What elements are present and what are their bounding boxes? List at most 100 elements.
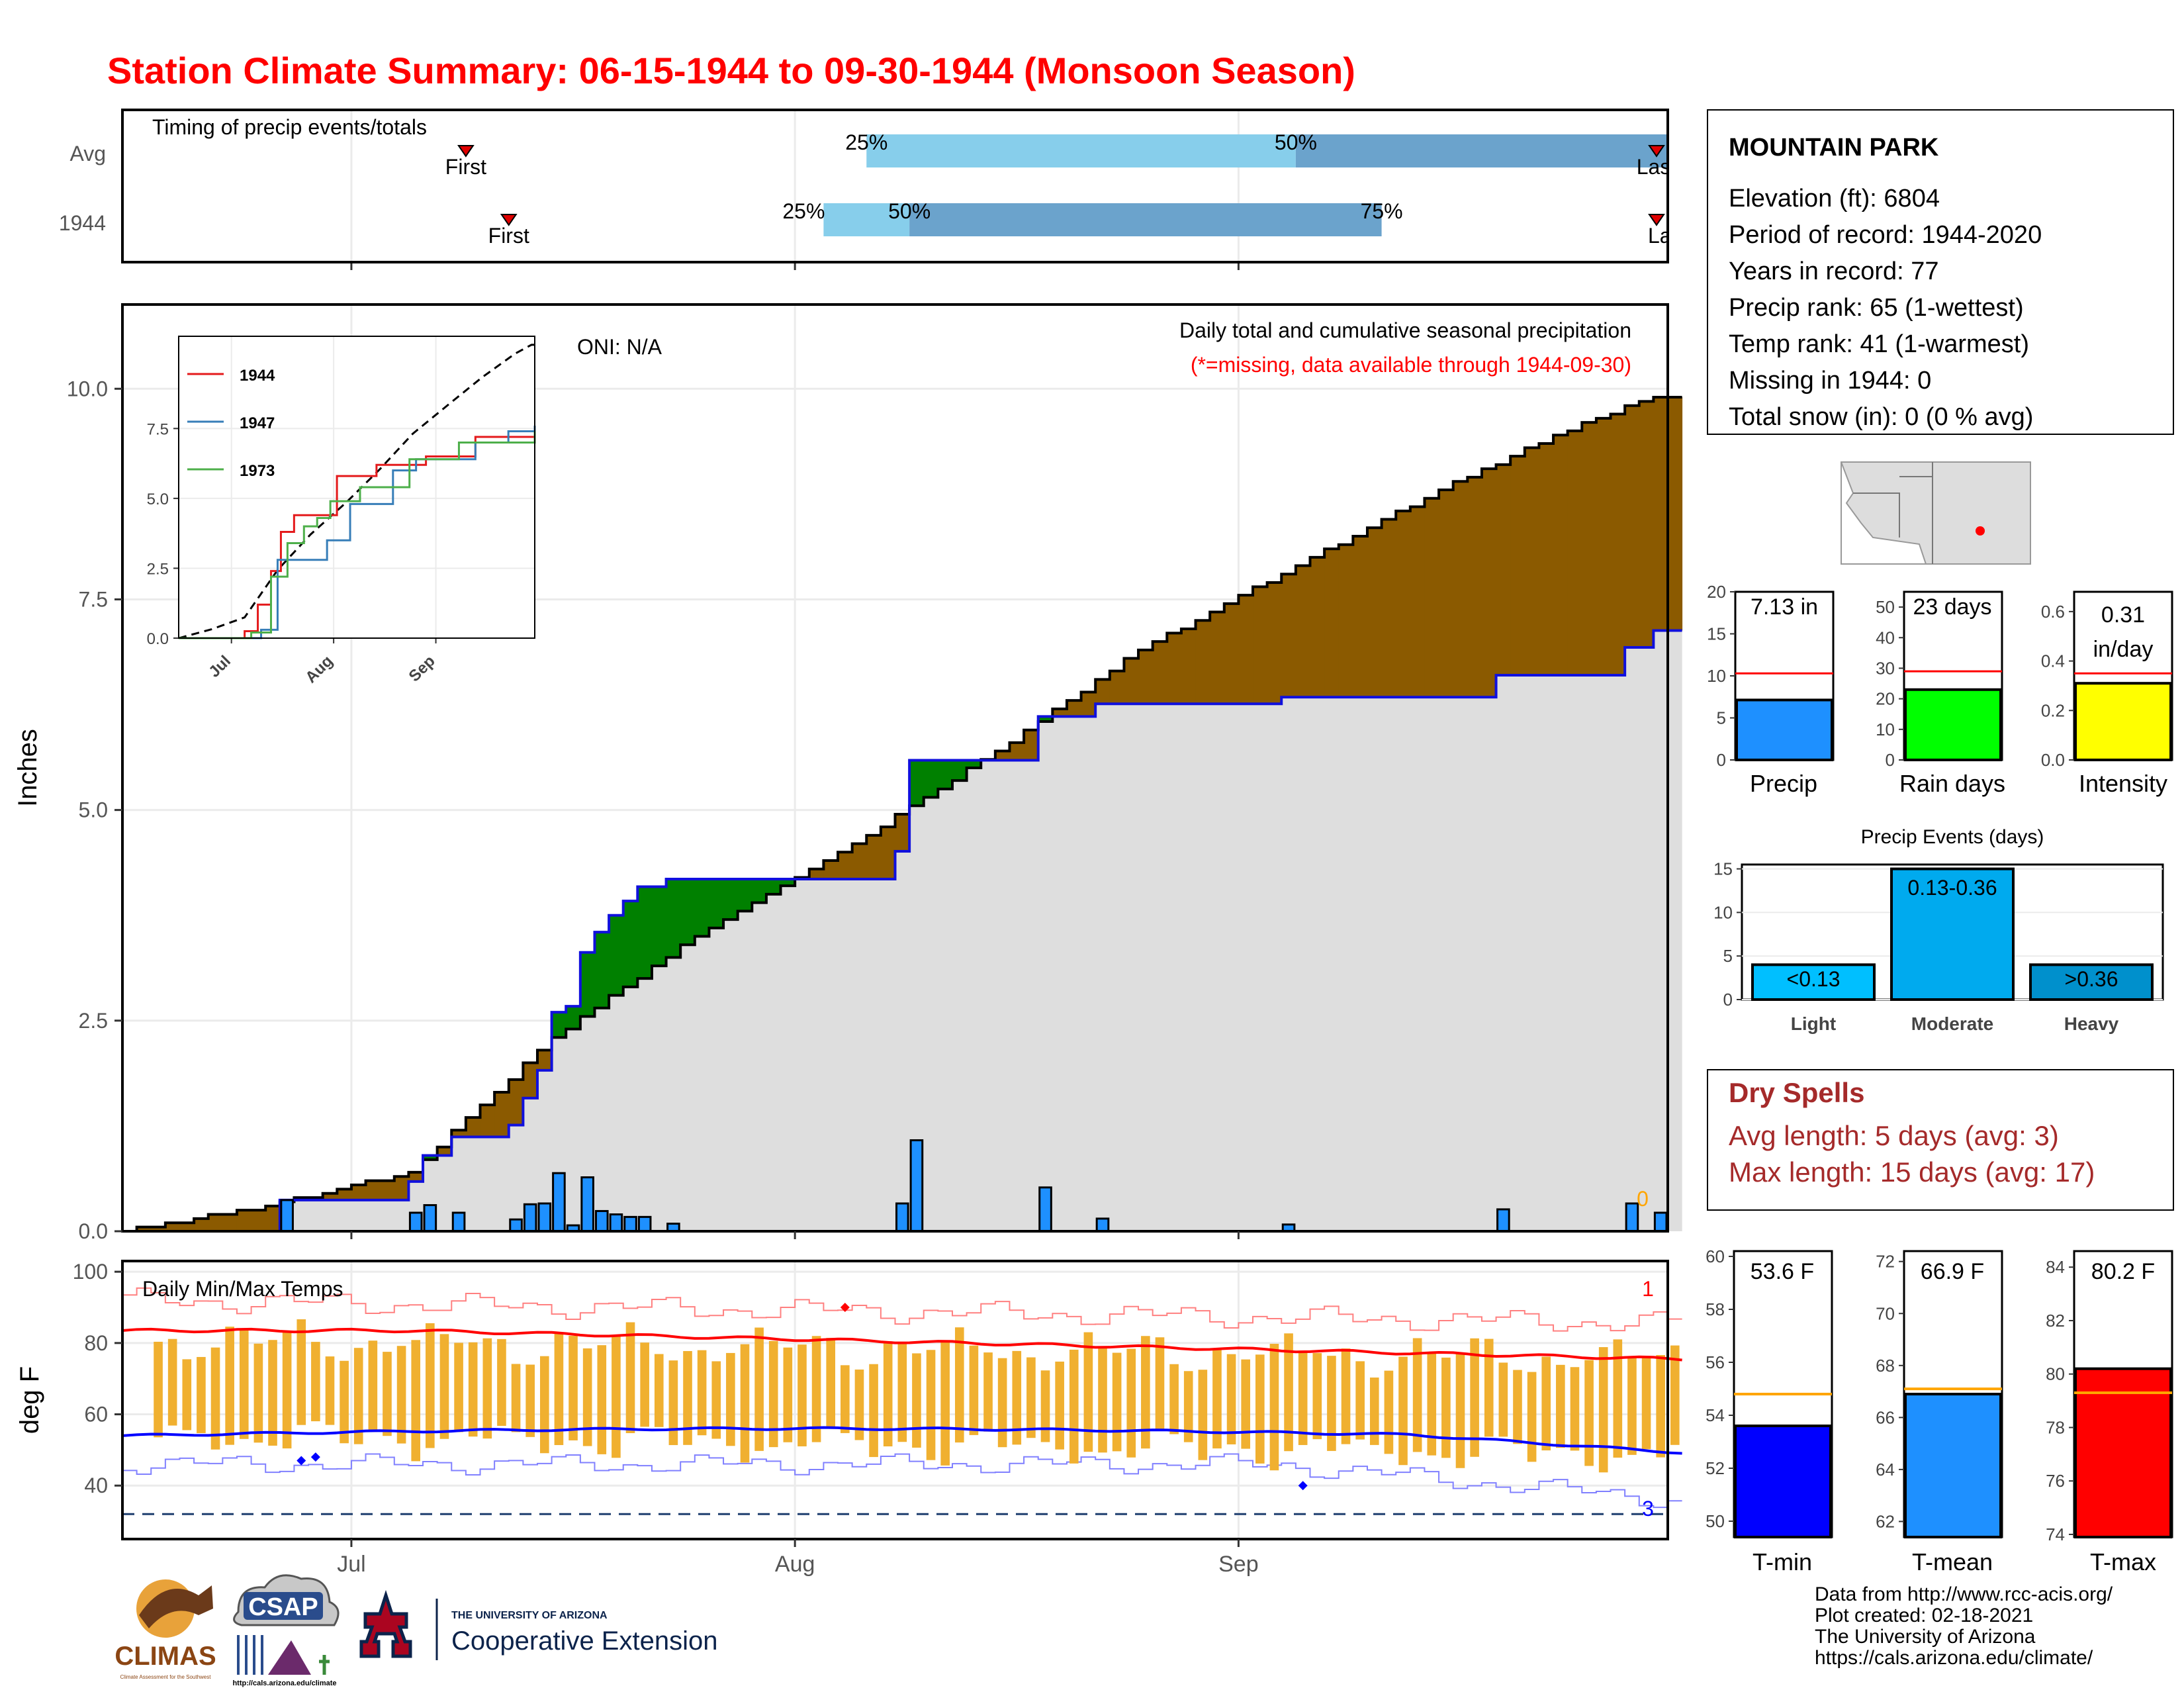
deficit-segment [1481,469,1497,698]
daily-temp-range-bar [1556,1364,1565,1448]
deficit-segment [1024,729,1039,761]
tmax-box-ytick-label-4: 82 [2046,1311,2065,1331]
ua-logo-small: THE UNIVERSITY OF ARIZONA [451,1610,608,1621]
deficit-segment [1066,700,1082,717]
timing-p50-label-1: 50% [888,199,931,223]
surplus-segment [966,760,981,768]
deficit-segment [222,1214,238,1231]
daily-temp-range-bar [1012,1350,1022,1445]
intensity-mini-ytick-label-3: 0.6 [2041,602,2065,622]
ua-logo-big: Cooperative Extension [451,1626,717,1656]
deficit-segment [251,1210,266,1231]
daily-temp-range-bar [167,1338,177,1426]
deficit-segment [1095,679,1111,704]
deficit-segment [1253,586,1268,704]
daily-temp-range-bar [1083,1332,1093,1452]
daily-temp-range-bar [711,1361,721,1439]
events-moderate-label: 0.13-0.36 [1907,876,1997,900]
csap-logo-text: CSAP [248,1593,318,1621]
daily-temp-range-bar [1255,1354,1265,1464]
daily-temp-range-bar [869,1364,878,1458]
inset-background [179,336,535,638]
tmin-box-ytick-label-5: 60 [1706,1246,1725,1266]
temp-count-max: 1 [1642,1277,1654,1301]
deficit-segment [1467,477,1482,698]
average-high-line [122,1327,1682,1362]
deficit-segment [1367,528,1383,698]
deficit-segment [1338,544,1353,698]
daily-temp-range-bar [253,1343,263,1443]
deficit-segment [465,1117,481,1137]
tmean-value: 66.9 F [1921,1259,1984,1284]
daily-temp-range-bar [912,1353,921,1448]
deficit-segment [1295,565,1310,698]
tmin-box-ytick-label-0: 50 [1706,1511,1725,1531]
page-title: Station Climate Summary: 06-15-1944 to 0… [107,50,1355,91]
daily-precip-bar [895,1202,909,1233]
deficit-segment [1009,742,1024,761]
surplus-segment [651,886,667,966]
daily-temp-range-bar [1269,1344,1279,1471]
cumulative-actual-area [122,630,1682,1231]
precip-ytick-label-3: 7.5 [79,587,108,611]
station-years: Years in record: 77 [1729,258,1939,285]
daily-temp-range-bar [1069,1349,1079,1464]
daily-temp-range-bar [726,1352,735,1446]
surplus-segment [780,879,796,886]
daily-temp-range-bar [396,1346,406,1444]
daily-temp-range-bar [282,1332,292,1449]
precip-events-panel: Precip Events (days) 0 5 10 15 Light Modera… [1713,826,2164,1034]
intensity-bar-label: Intensity [2079,770,2167,797]
cumulative-areas [122,396,1683,1233]
tmean-label: T-mean [1912,1548,1993,1575]
daily-temp-range-bar [197,1356,206,1434]
inset-legend-label-2: 1973 [240,462,275,480]
daily-temp-range-bar [1470,1338,1479,1457]
precip-mini-ytick-label-2: 10 [1707,666,1726,686]
deficit-segment [1109,671,1124,704]
station-elevation: Elevation (ft): 6804 [1729,185,1940,212]
daily-temp-range-bar [1584,1360,1594,1466]
daily-temp-range-bar [1398,1356,1408,1466]
deficit-segment [1653,397,1668,631]
temperature-bar-panels: 50 52 54 56 58 60 62 64 66 68 70 72 74 76 78 80 82 84 [1706,1246,2173,1544]
surplus-segment [752,879,767,903]
daily-temp-range-bar [1112,1352,1122,1452]
tmin-box-ytick-label-4: 58 [1706,1299,1725,1319]
deficit-segment [1439,490,1454,698]
credits: Data from http://www.rcc-acis.org/ Plot … [1815,1583,2113,1669]
deficit-segment [1567,430,1582,675]
surplus-segment [623,901,638,987]
precip-ytick-label-4: 10.0 [67,377,108,400]
daily-precip-bar [537,1202,552,1233]
temp-ytick-label-1: 60 [84,1403,108,1427]
deficit-segment [880,827,895,879]
daily-temp-range-bar [296,1319,306,1425]
deficit-segment [1625,405,1640,647]
daily-precip-bar [552,1172,566,1233]
daily-temp-range-bar [1641,1356,1651,1450]
precip-y-axis: 0.0 2.5 5.0 7.5 10.0 [67,377,1240,1243]
temp-plot-bg [122,1261,1668,1539]
intensity-mini-ytick-label-2: 0.4 [2041,651,2065,671]
events-heavy-label: >0.36 [2065,967,2118,991]
daily-temp-range-bar [1455,1354,1465,1468]
credit-plot-date: Plot created: 02-18-2021 [1815,1605,2033,1626]
daily-temp-range-bar [940,1340,950,1466]
timing-first-label-1: First [488,224,529,248]
cumulative-actual-step-line [122,629,1682,1233]
daily-temp-range-bar [554,1333,564,1446]
deficit-segment [365,1180,381,1200]
tmax-box-ytick-label-5: 84 [2046,1257,2065,1277]
deficit-segment [451,1130,467,1137]
daily-temp-range-bar [311,1342,320,1422]
tmax-box-ytick-label-2: 78 [2046,1417,2065,1437]
daily-temp-range-bar [353,1348,363,1444]
raindays-mini-ytick-label-1: 10 [1876,720,1895,739]
timing-row-avg-label: Avg [69,142,106,165]
daily-temp-range-bar [1355,1361,1365,1440]
deficit-segment [1267,583,1282,704]
deficit-segment [1124,658,1139,704]
